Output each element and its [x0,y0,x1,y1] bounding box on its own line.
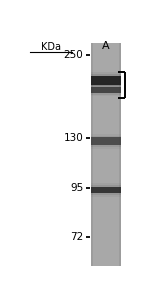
Bar [91,43,93,265]
Bar [91,183,121,197]
Bar [91,185,121,195]
Bar [91,85,121,95]
Bar [91,74,121,86]
Text: A: A [102,41,110,51]
Bar [91,134,121,148]
Bar [91,87,121,93]
Bar [91,135,121,147]
Text: 250: 250 [63,50,83,60]
Text: 95: 95 [70,183,83,193]
Bar [91,43,121,265]
Bar [91,187,121,193]
Text: KDa: KDa [41,42,61,52]
Bar [119,43,121,265]
Bar [91,83,121,97]
Text: 130: 130 [63,133,83,143]
Bar [91,76,121,85]
Bar [91,72,121,88]
Bar [91,137,121,145]
Text: 72: 72 [70,231,83,242]
